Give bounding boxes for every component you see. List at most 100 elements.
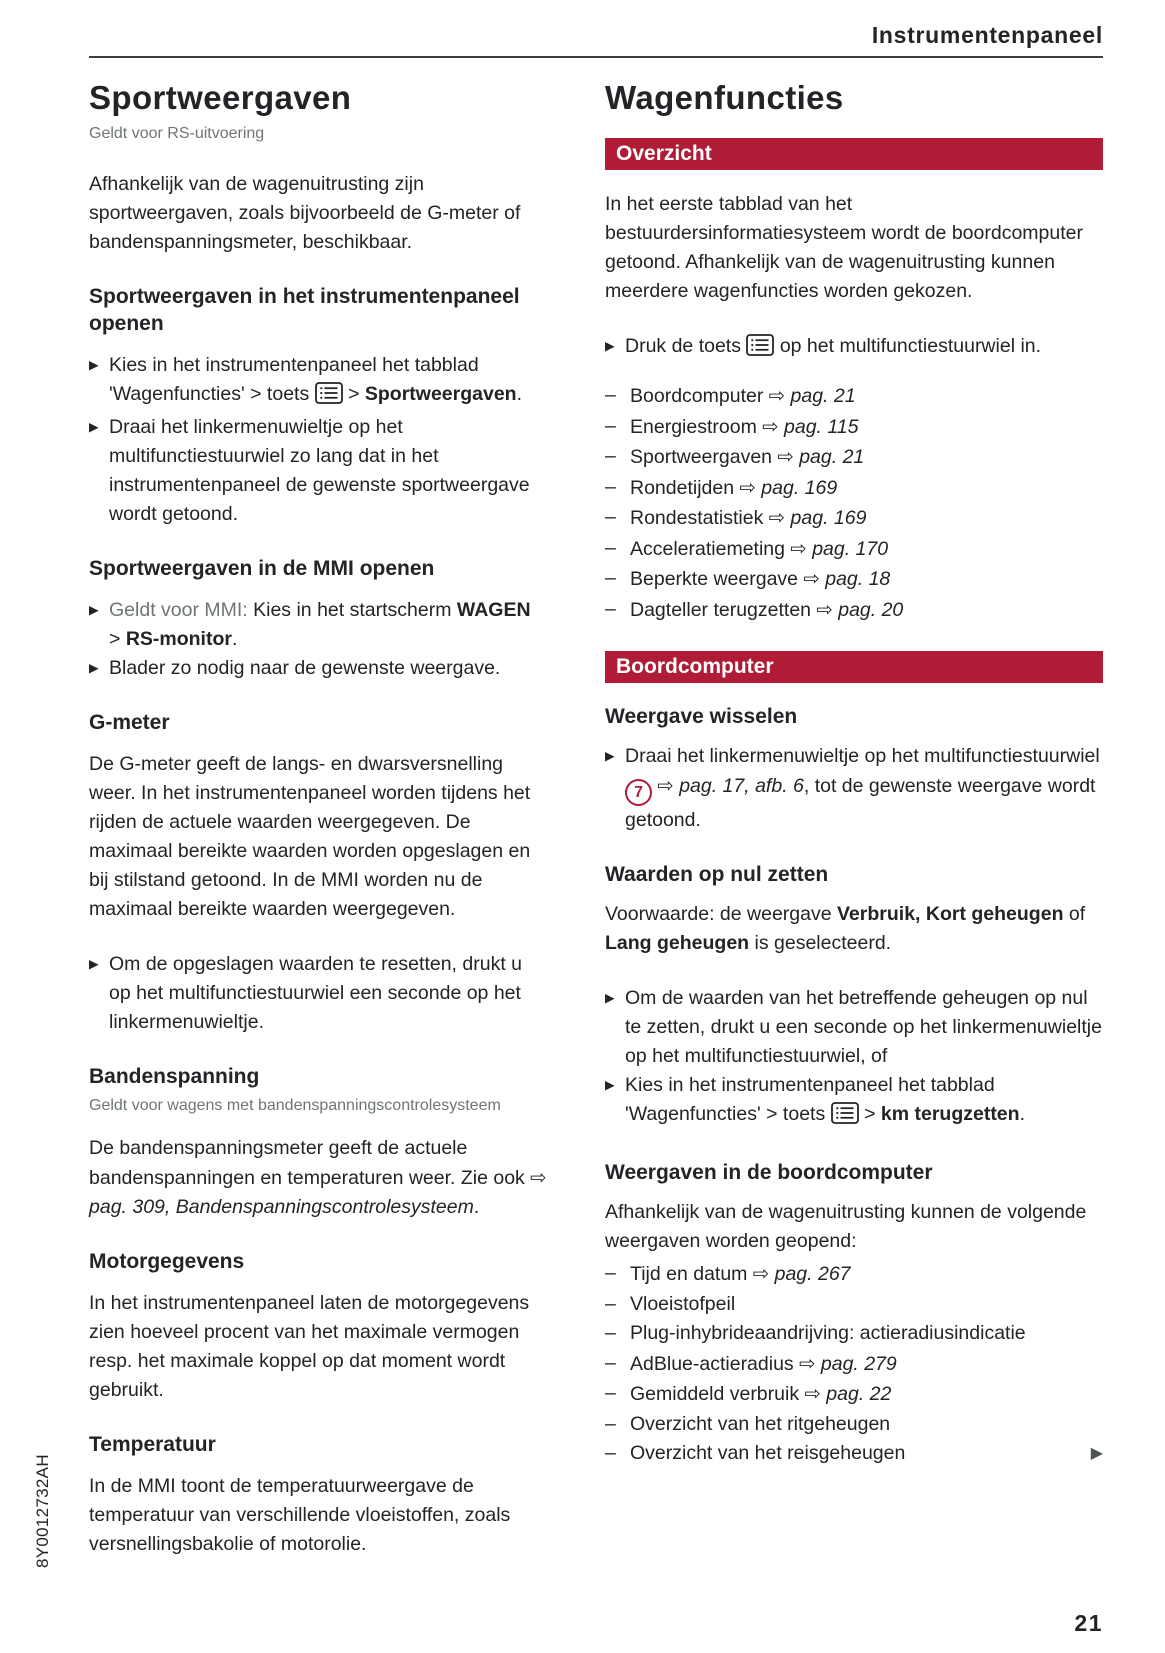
engine-paragraph: In het instrumentenpaneel laten de motor… (89, 1292, 530, 1401)
page-ref-arrow-icon: ⇨ (816, 597, 833, 621)
dash-marker: – (605, 414, 616, 437)
page-ref: pag. 20 (838, 598, 904, 621)
bullet-text-segment: Draai het linkermenuwieltje op het multi… (625, 745, 1100, 767)
bullet-text-segment: . (1019, 1103, 1025, 1125)
bullet-group: ▶ Kies in het instrumentenpaneel het tab… (89, 351, 547, 529)
tyre-paragraph: De bandenspanningsmeter geeft de actuele… (89, 1134, 547, 1222)
bullet-marker-icon: ▶ (89, 358, 99, 372)
applicability-note: Geldt voor wagens met bandenspanningscon… (89, 1097, 501, 1114)
bold-term: Sportweergaven (364, 383, 517, 405)
page-ref-arrow-icon: ⇨ (803, 567, 820, 590)
list-item-label: Tijd en datum (630, 1263, 748, 1285)
page-ref-arrow-icon: ⇨ (804, 1382, 821, 1405)
bullet-text: Om de waarden van het betreffende geheug… (625, 987, 1102, 1067)
bullet-item: ▶ Kies in het instrumentenpaneel het tab… (89, 351, 547, 413)
page-ref-arrow-icon: ⇨ (777, 445, 794, 468)
menu-key-icon (314, 382, 343, 413)
bullet-marker-icon: ▶ (605, 749, 615, 763)
bullet-marker-icon: ▶ (605, 1078, 615, 1092)
list-item-label: Plug-inhybrideaandrijving: actieradiusin… (630, 1322, 1026, 1344)
bold-term: Verbruik, (837, 903, 921, 925)
header-rule (89, 56, 1103, 58)
dash-marker: – (605, 1351, 616, 1374)
bullet-text-segment: Kies in het startscherm (253, 599, 452, 621)
list-item: – Energiestroom ⇨ pag. 115 (605, 412, 1103, 443)
left-column: Sportweergaven Geldt voor RS-uitvoering … (89, 80, 547, 1585)
list-item-label: Boordcomputer (630, 385, 764, 407)
page-ref: pag. 18 (825, 568, 891, 590)
overview-paragraph: In het eerste tabblad van het bestuurder… (605, 193, 1083, 302)
list-item-label: Gemiddeld verbruik (630, 1383, 800, 1405)
applicability-inline-note: Geldt voor MMI: (109, 599, 248, 621)
list-item: – Sportweergaven ⇨ pag. 21 (605, 442, 1103, 473)
bullet-text-segment: . (231, 628, 238, 650)
list-item: – Overzicht van het reisgeheugen ▶ (605, 1439, 1103, 1469)
continuation-arrow-icon: ▶ (1090, 1445, 1103, 1462)
dash-marker: – (605, 1322, 616, 1344)
bullet-item: ▶ Om de waarden van het betreffende gehe… (605, 984, 1103, 1071)
list-item-label: Rondestatistiek (630, 507, 764, 529)
bullet-item: ▶ Om de opgeslagen waarden te resetten, … (89, 950, 547, 1037)
bold-term: Lang geheugen (605, 932, 750, 954)
page-ref: pag. 17, afb. 6 (679, 775, 804, 797)
subheading-weergaven-boordcomputer: Weergaven in de boordcomputer (605, 1161, 933, 1184)
list-item-label: Vloeistofpeil (630, 1292, 736, 1315)
dash-marker: – (605, 475, 616, 498)
page-header-title: Instrumentenpaneel (871, 22, 1103, 48)
page-ref: pag. 169 (790, 507, 867, 529)
page-ref: pag. 21 (790, 385, 856, 407)
subheading-motorgegevens: Motorgegevens (89, 1250, 245, 1273)
list-item-label: Overzicht van het ritgeheugen (630, 1412, 891, 1435)
bullet-marker-icon: ▶ (605, 991, 615, 1005)
bold-term: WAGEN (456, 599, 531, 621)
bullet-text: Draai het linkermenuwieltje op het multi… (109, 416, 530, 525)
bullet-item: ▶ Geldt voor MMI: Kies in het startscher… (89, 596, 547, 654)
bullet-group: ▶ Om de opgeslagen waarden te resetten, … (89, 950, 547, 1037)
section-title-sportweergaven: Sportweergaven (89, 79, 352, 116)
page-ref-arrow-icon: ⇨ (768, 506, 786, 529)
bullet-text: Blader zo nodig naar de gewenste weergav… (109, 657, 501, 679)
bullet-text-segment: Kies in het instrumentenpaneel het tabbl… (625, 1074, 995, 1125)
page-ref: pag. 170 (812, 537, 889, 560)
bullet-text-segment: . (516, 383, 523, 405)
dash-marker: – (605, 567, 616, 589)
bullet-marker-icon: ▶ (605, 339, 615, 353)
bullet-item: ▶ Kies in het instrumentenpaneel het tab… (605, 1071, 1103, 1133)
bullet-marker-icon: ▶ (89, 603, 99, 617)
displays-list: – Tijd en datum ⇨ pag. 267 – Vloeistofpeil… (605, 1259, 1103, 1469)
page-ref-arrow-icon: ⇨ (762, 414, 779, 438)
bullet-text: Kies in het instrumentenpaneel het tabbl… (109, 351, 547, 413)
bullet-item: ▶ Draai het linkermenuwieltje op het mul… (605, 742, 1103, 835)
bullet-text: Geldt voor MMI: Kies in het startscherm … (109, 596, 547, 654)
applicability-note: Geldt voor RS-uitvoering (89, 125, 265, 142)
list-item: – Vloeistofpeil (605, 1290, 1103, 1320)
list-item: – Tijd en datum ⇨ pag. 267 (605, 1259, 1103, 1290)
list-item-label: Beperkte weergave (630, 568, 799, 590)
section-title-wagenfuncties: Wagenfuncties (605, 79, 844, 116)
bullet-text: Druk de toets op het multifunctiestuurwi… (625, 332, 1103, 365)
bullet-text: Kies in het instrumentenpaneel het tabbl… (625, 1071, 1103, 1133)
paragraph-segment: is geselecteerd. (754, 932, 892, 954)
bullet-item: ▶ Blader zo nodig naar de gewenste weerg… (89, 654, 547, 683)
dash-marker: – (605, 384, 616, 406)
temperature-paragraph: In de MMI toont de temperatuurweergave d… (89, 1475, 511, 1555)
page-ref: pag. 267 (774, 1263, 851, 1285)
bullet-text-segment: > (348, 383, 360, 405)
paragraph-segment: De bandenspanningsmeter geeft de actuele… (89, 1137, 525, 1189)
subheading-gmeter: G-meter (89, 711, 170, 734)
list-item-label: Dagteller terugzetten (630, 598, 812, 621)
page-ref-arrow-icon: ⇨ (657, 774, 674, 797)
page-ref: pag. 22 (826, 1383, 892, 1405)
bullet-group: ▶ Om de waarden van het betreffende gehe… (605, 984, 1103, 1133)
intro-paragraph: Afhankelijk van de wagenuitrusting zijn … (89, 173, 521, 253)
bullet-item: ▶ Druk de toets op het multifunctiestuur… (605, 332, 1103, 365)
dash-marker: – (605, 445, 616, 467)
gmeter-paragraph: De G-meter geeft de langs- en dwarsversn… (89, 753, 531, 920)
page-ref-arrow-icon: ⇨ (739, 475, 756, 499)
overview-function-list: – Boordcomputer ⇨ pag. 21 – Energiestroom … (605, 381, 1103, 625)
bold-term: km terugzetten (880, 1103, 1020, 1125)
page-ref: pag. 21 (799, 446, 865, 468)
list-item-label: Sportweergaven (630, 446, 773, 468)
page-ref-arrow-icon: ⇨ (752, 1262, 770, 1285)
